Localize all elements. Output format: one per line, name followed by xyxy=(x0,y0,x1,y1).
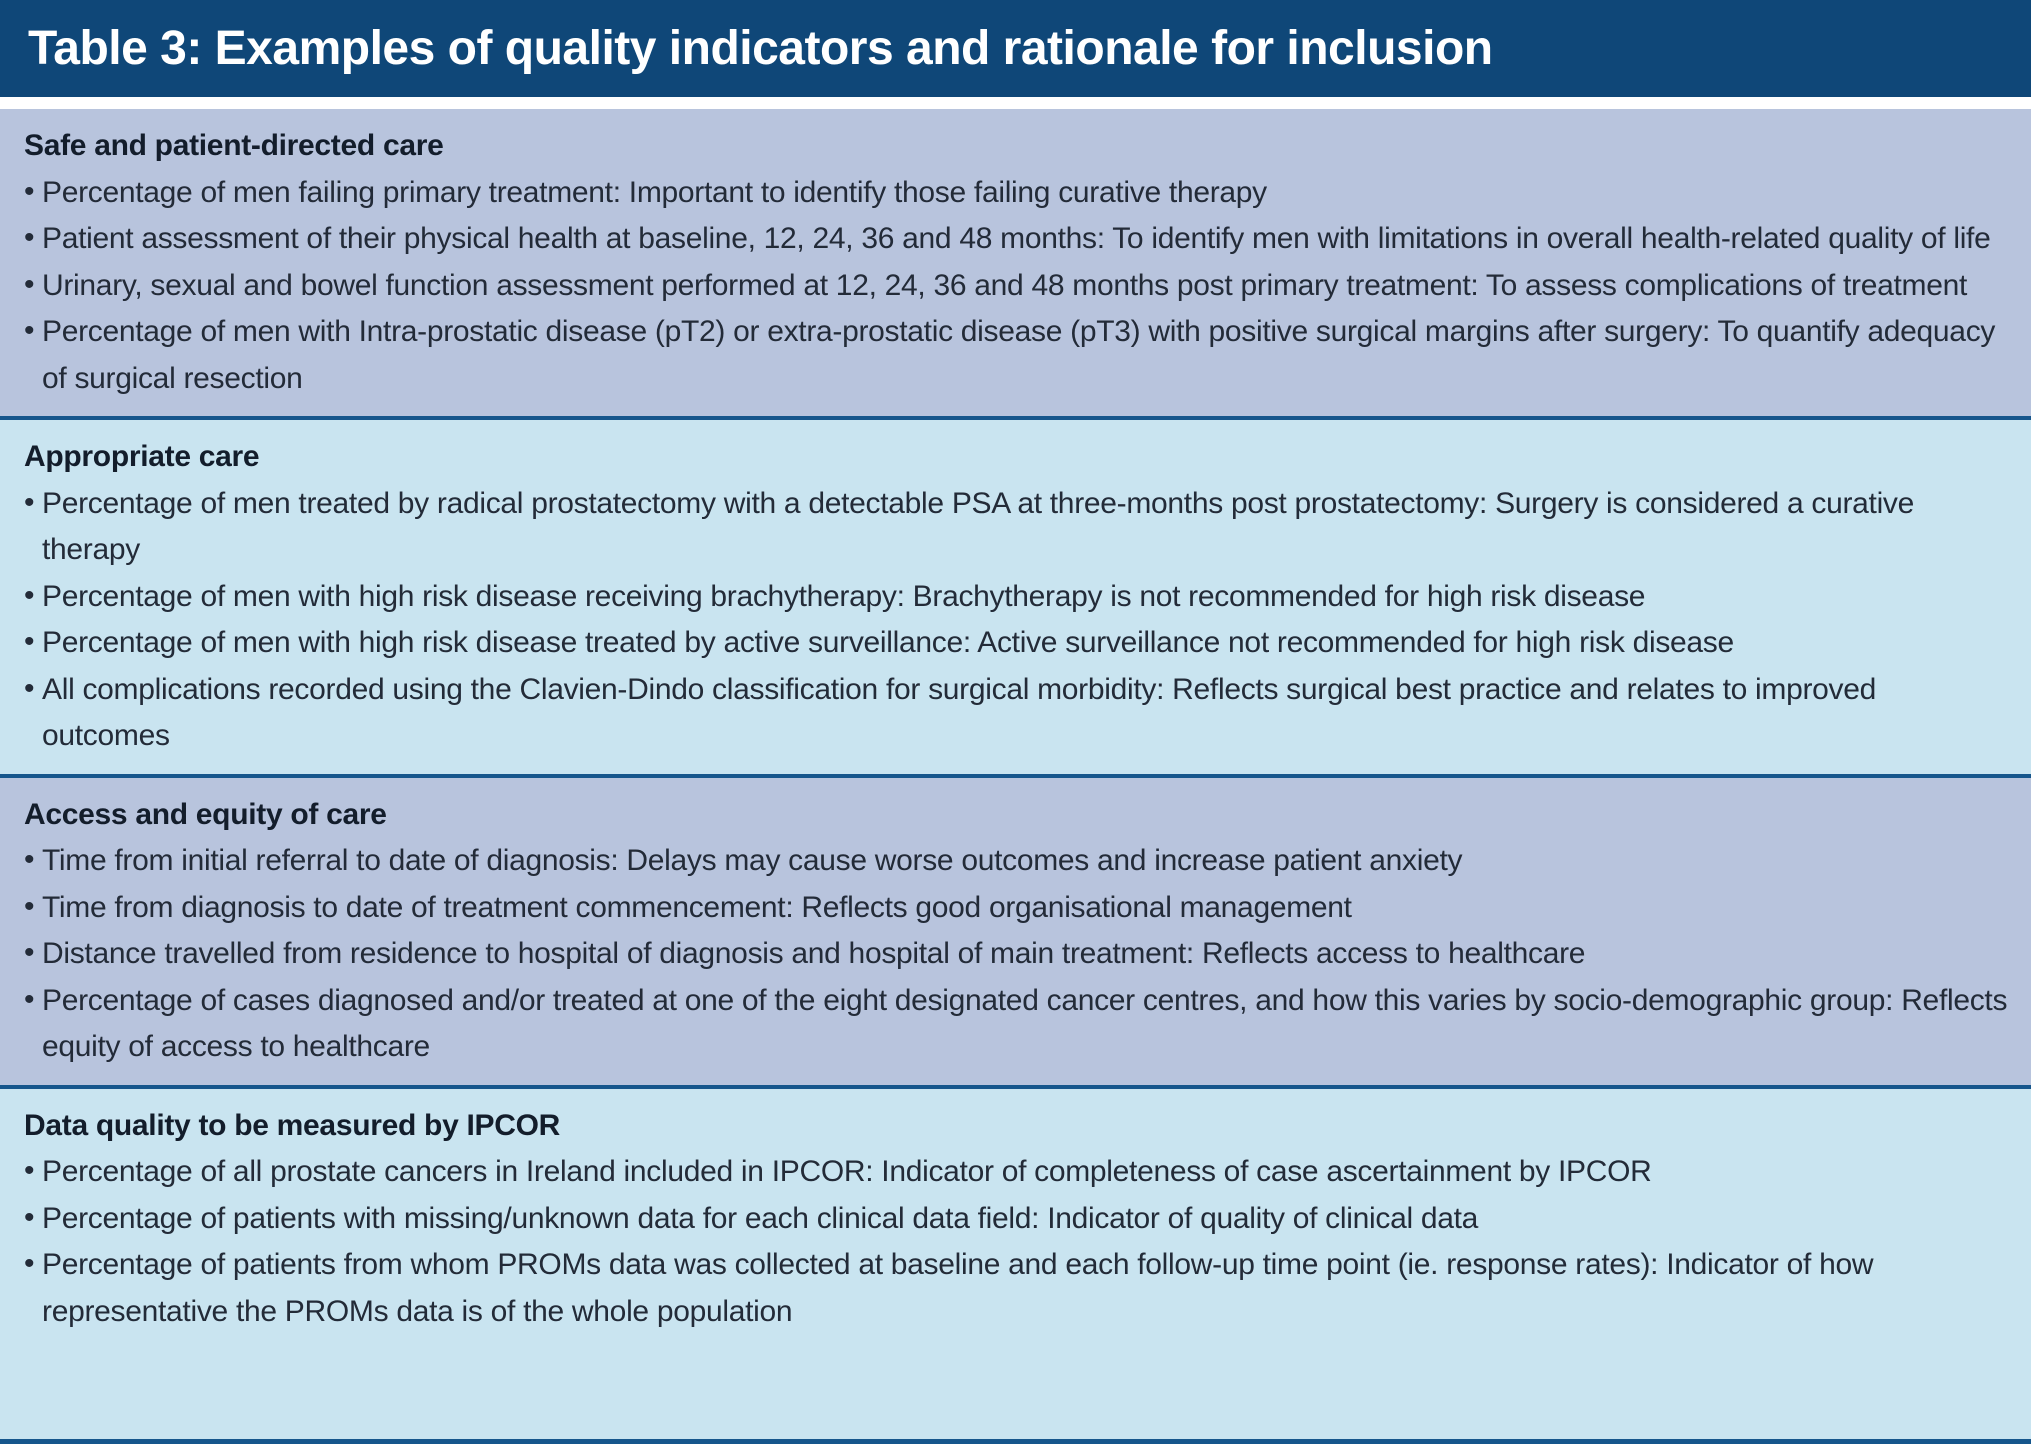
section-appropriate-care: Appropriate care Percentage of men treat… xyxy=(0,416,2031,774)
section-heading: Safe and patient-directed care xyxy=(24,129,444,162)
indicator-list: Time from initial referral to date of di… xyxy=(24,837,2009,1071)
indicator-item: Percentage of patients from whom PROMs d… xyxy=(24,1241,2009,1335)
table-title: Table 3: Examples of quality indicators … xyxy=(28,22,1493,75)
indicator-item: Percentage of men with Intra-prostatic d… xyxy=(24,308,2009,402)
table-title-bar: Table 3: Examples of quality indicators … xyxy=(0,0,2031,97)
indicator-list: Percentage of men treated by radical pro… xyxy=(24,480,2009,760)
indicator-item: Percentage of patients with missing/unkn… xyxy=(24,1195,2009,1243)
indicator-list: Percentage of all prostate cancers in Ir… xyxy=(24,1148,2009,1335)
indicator-item: Time from diagnosis to date of treatment… xyxy=(24,884,2009,932)
section-heading: Data quality to be measured by IPCOR xyxy=(24,1108,560,1142)
section-access-equity: Access and equity of care Time from init… xyxy=(0,773,2031,1085)
indicator-item: Distance travelled from residence to hos… xyxy=(24,930,2009,978)
indicator-item: All complications recorded using the Cla… xyxy=(24,666,2009,760)
indicator-item: Percentage of men with high risk disease… xyxy=(24,619,2009,667)
indicator-item: Percentage of men failing primary treatm… xyxy=(24,169,2009,217)
section-safe-care: Safe and patient-directed care Percentag… xyxy=(0,109,2031,416)
indicator-item: Time from initial referral to date of di… xyxy=(24,837,2009,885)
indicator-item: Percentage of cases diagnosed and/or tre… xyxy=(24,977,2009,1071)
sections: Safe and patient-directed care Percentag… xyxy=(0,109,2031,1439)
section-heading: Access and equity of care xyxy=(24,797,387,831)
section-heading: Appropriate care xyxy=(24,440,260,473)
section-data-quality: Data quality to be measured by IPCOR Per… xyxy=(0,1084,2031,1439)
indicator-item: Percentage of men with high risk disease… xyxy=(24,573,2009,621)
indicator-item: Percentage of men treated by radical pro… xyxy=(24,480,2009,574)
indicator-item: Urinary, sexual and bowel function asses… xyxy=(24,262,2009,310)
indicator-item: Percentage of all prostate cancers in Ir… xyxy=(24,1148,2009,1196)
indicator-list: Percentage of men failing primary treatm… xyxy=(24,169,2009,403)
indicator-item: Patient assessment of their physical hea… xyxy=(24,215,2009,263)
